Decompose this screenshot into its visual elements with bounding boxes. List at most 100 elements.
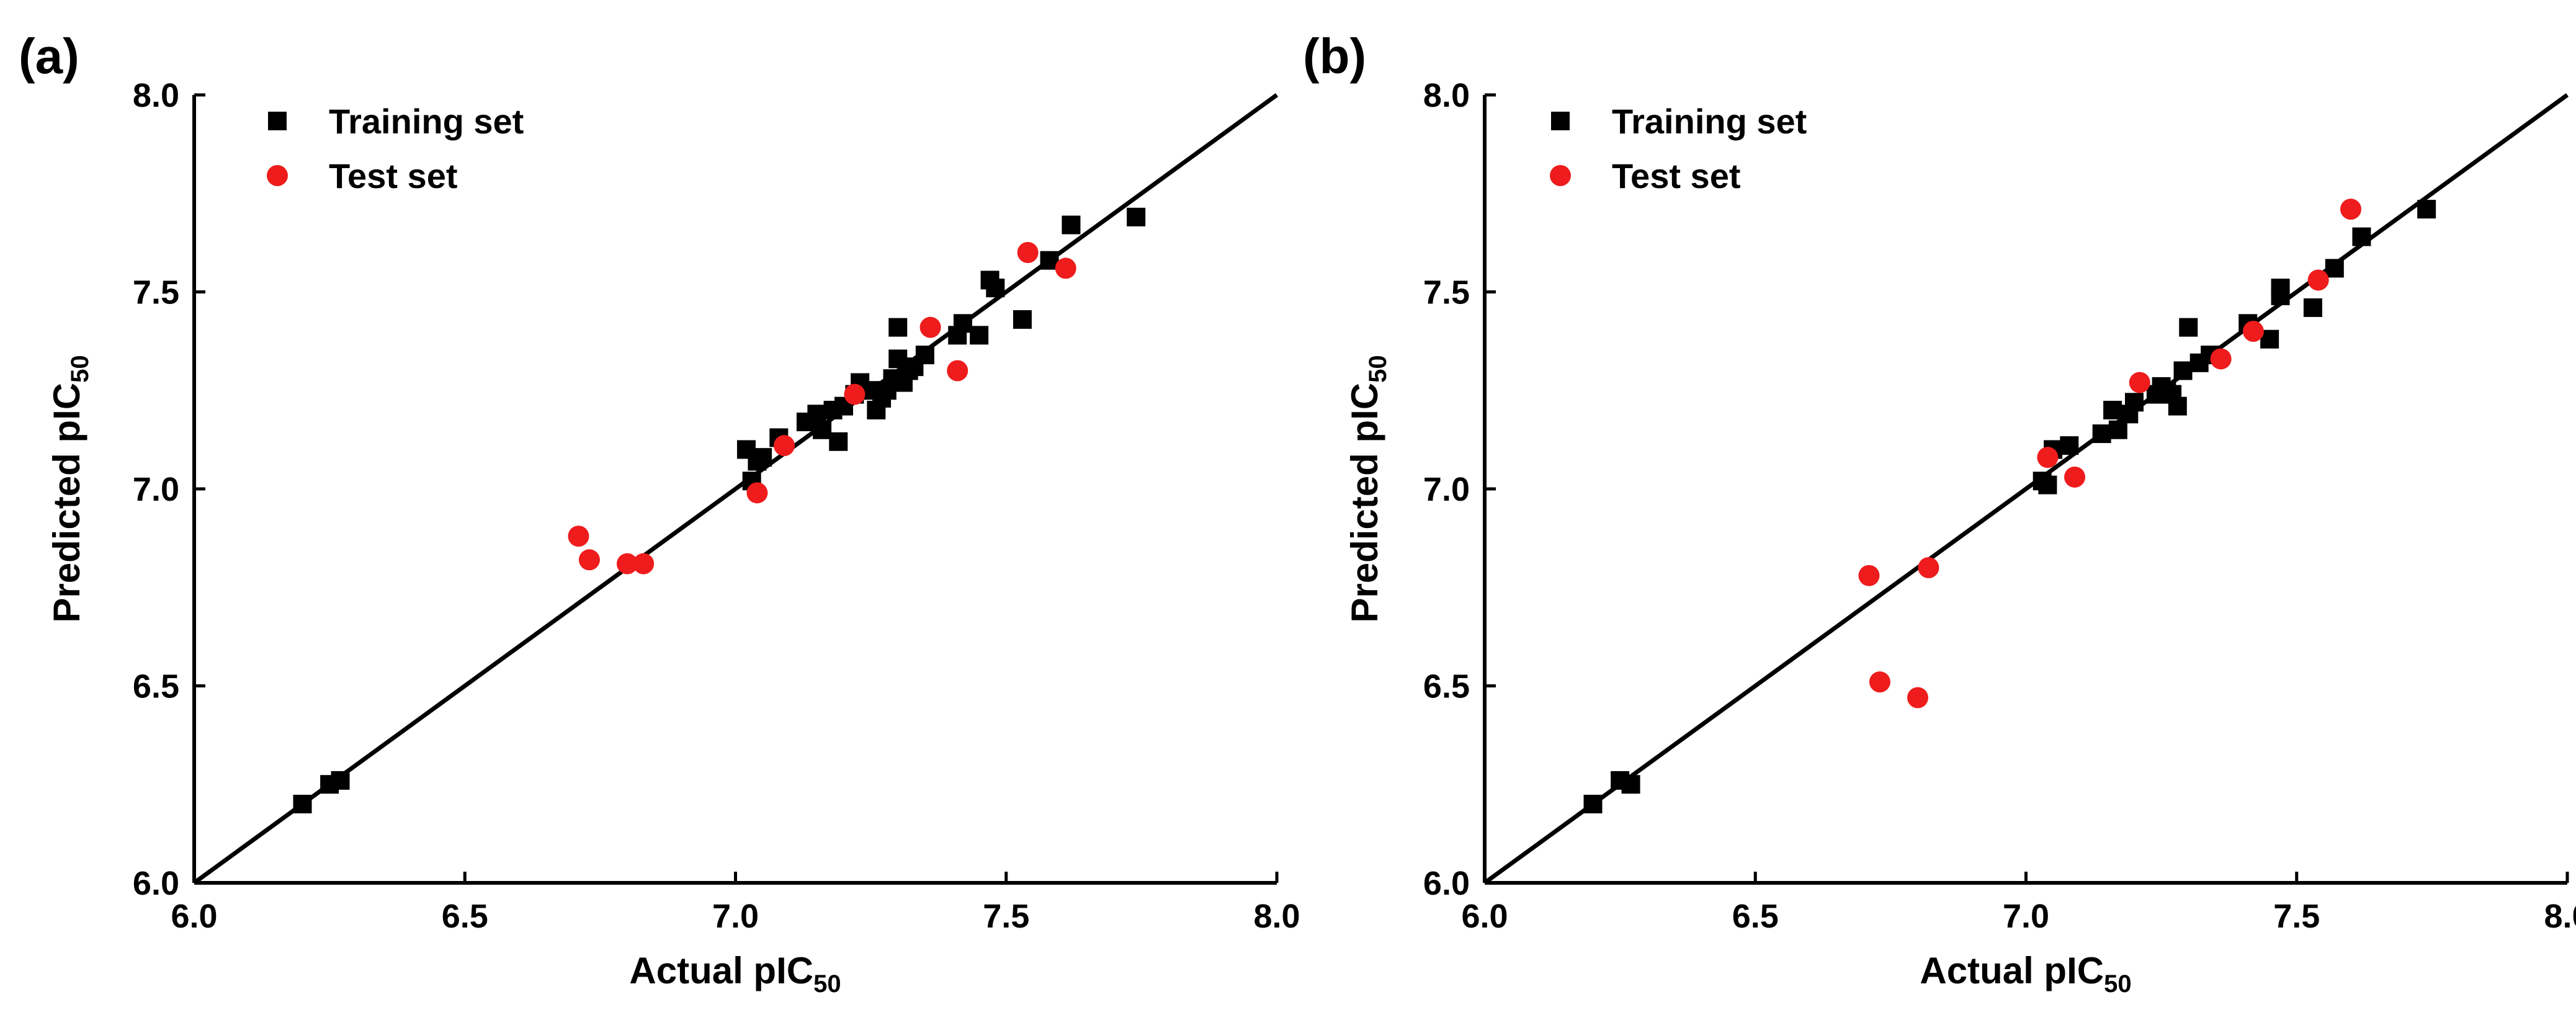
panel-b-y-axis-title-main: Predicted pIC	[1344, 383, 1385, 623]
panel-a-y-tick-label: 7.0	[133, 471, 179, 508]
panel-b-test-point	[2064, 466, 2086, 488]
panel-b-test-point	[2307, 269, 2329, 291]
panel-a-test-point	[633, 553, 655, 575]
panel-b-x-axis-title: Actual pIC50	[1920, 950, 2131, 998]
panel-a-training-point	[970, 326, 989, 345]
panel-a-training-point	[829, 432, 848, 451]
panel-a-test-point	[578, 549, 600, 571]
panel-a-test-point	[1055, 257, 1076, 279]
panel-b-x-tick-label: 8.0	[2544, 898, 2576, 935]
panel-a-x-tick-label: 6.0	[171, 898, 217, 935]
panel-a-x-tick-label: 6.5	[442, 898, 488, 935]
panel-a-test-point	[568, 525, 589, 547]
panel-b-training-point	[2303, 298, 2322, 317]
panel-a-y-tick-label: 7.5	[133, 274, 179, 311]
panel-a-training-point	[293, 795, 312, 813]
panel-b-x-axis-title-main: Actual pIC	[1920, 950, 2104, 991]
panel-a-plot-area: 6.0 6.5 7.0 7.5 8.0 6.0 6.5 7.0 7.5 8.0	[133, 77, 1300, 935]
panel-b-training-point	[2179, 318, 2198, 337]
panel-b-legend-test-marker	[1550, 165, 1571, 186]
panel-b-training-point	[2173, 361, 2193, 380]
panel-b: (b) 6.0 6.5 7.0 7.5 8.0 6.0 6.5 7.0 7.5 8.0 Train…	[1303, 29, 2576, 998]
panel-a-x-tick-label: 7.0	[712, 898, 759, 935]
panel-b-test-point	[1869, 671, 1890, 693]
panel-b-x-tick-label: 7.5	[2273, 898, 2320, 935]
panel-b-y-axis-title: Predicted pIC50	[1344, 355, 1392, 622]
panel-a-legend-test-marker	[267, 165, 288, 186]
panel-a-legend: Training set Test set	[267, 102, 524, 195]
panel-b-y-tick-label: 7.0	[1423, 471, 1470, 508]
panel-b-training-point	[2271, 279, 2290, 298]
panel-a-legend-test-label: Test set	[329, 156, 457, 195]
panel-b-x-tick-label: 6.0	[1461, 898, 1508, 935]
panel-a-label: (a)	[19, 29, 79, 84]
panel-a-x-axis-title: Actual pIC50	[629, 950, 841, 998]
panel-a-legend-training-marker	[268, 112, 287, 130]
panel-a-x-axis-title-sub: 50	[813, 970, 841, 998]
panel-a-training-point	[1062, 215, 1081, 235]
panel-a-ticks: 6.0 6.5 7.0 7.5 8.0 6.0 6.5 7.0 7.5 8.0	[133, 77, 1300, 935]
panel-b-plot-area: 6.0 6.5 7.0 7.5 8.0 6.0 6.5 7.0 7.5 8.0	[1423, 77, 2576, 935]
panel-b-x-tick-label: 7.0	[2003, 898, 2049, 935]
panel-a-test-point	[617, 553, 638, 575]
panel-a-test-point	[1017, 242, 1039, 263]
panel-b-x-tick-label: 6.5	[1732, 898, 1779, 935]
panel-a-training-point	[1127, 207, 1146, 226]
panel-b-x-axis-title-sub: 50	[2104, 970, 2132, 998]
panel-a-y-tick-label: 6.5	[133, 668, 179, 705]
panel-b-training-point	[2038, 475, 2057, 494]
panel-b-training-point	[1583, 795, 1603, 813]
panel-a-x-tick-label: 7.5	[983, 898, 1029, 935]
panel-b-legend: Training set Test set	[1550, 102, 1807, 195]
panel-a-x-axis-title-main: Actual pIC	[629, 950, 813, 991]
panel-a-y-axis-title: Predicted pIC50	[46, 355, 94, 622]
panel-b-test-point	[2129, 372, 2150, 393]
panel-b-training-point	[2092, 424, 2111, 444]
panel-a-test-point	[746, 482, 768, 504]
panel-a-training-point	[915, 346, 934, 365]
panel-a-y-axis-title-sub: 50	[66, 355, 94, 383]
panel-a-legend-training-label: Training set	[329, 102, 524, 141]
panel-a-training-point	[753, 448, 772, 467]
panel-b-label: (b)	[1303, 29, 1366, 84]
panel-b-test-point	[2037, 447, 2059, 468]
panel-a-y-axis-title-main: Predicted pIC	[46, 383, 87, 623]
panel-a-training-point	[807, 405, 826, 424]
panel-b-test-point	[1907, 687, 1928, 709]
panel-b-training-point	[2325, 259, 2344, 278]
panel-a-training-point	[888, 318, 908, 337]
panel-b-test-point	[2210, 348, 2232, 370]
panel-a-test-point	[919, 316, 941, 338]
panel-b-y-tick-label: 6.5	[1423, 668, 1470, 705]
panel-a-training-point	[331, 771, 350, 790]
panel-a-reference-line	[192, 93, 1279, 885]
panel-b-points	[1583, 199, 2436, 813]
panel-b-training-point	[2417, 200, 2436, 219]
panel-a-points	[293, 207, 1146, 813]
panel-b-y-tick-label: 6.0	[1423, 865, 1470, 902]
panel-a-training-point	[1013, 310, 1032, 329]
panel-a-training-point	[986, 279, 1005, 298]
panel-b-test-point	[1858, 565, 1880, 586]
panel-b-legend-training-marker	[1551, 112, 1570, 130]
panel-a-test-point	[844, 383, 865, 405]
panel-b-training-point	[1621, 775, 1640, 794]
panel-b-reference-line	[1483, 93, 2569, 885]
panel-a-y-tick-label: 6.0	[133, 865, 179, 902]
panel-b-training-point	[2103, 401, 2122, 419]
panel-b-y-tick-label: 8.0	[1423, 77, 1470, 114]
panel-b-ticks: 6.0 6.5 7.0 7.5 8.0 6.0 6.5 7.0 7.5 8.0	[1423, 77, 2576, 935]
panel-b-test-point	[1918, 557, 1939, 578]
panel-b-test-point	[2340, 199, 2361, 220]
panel-a-training-point	[813, 420, 832, 439]
panel-b-training-point	[2108, 420, 2127, 439]
panel-b-training-point	[2060, 436, 2079, 455]
panel-b-test-point	[2242, 321, 2264, 342]
panel-a: (a) 6.0 6.5 7.0 7.5 8.0 6.0 6.5 7.0 7.5 8.0 Train…	[19, 29, 1300, 998]
panel-a-test-point	[947, 360, 968, 382]
panel-b-training-point	[2168, 396, 2187, 416]
panel-b-legend-training-label: Training set	[1612, 102, 1807, 141]
panel-b-legend-test-label: Test set	[1612, 156, 1740, 195]
